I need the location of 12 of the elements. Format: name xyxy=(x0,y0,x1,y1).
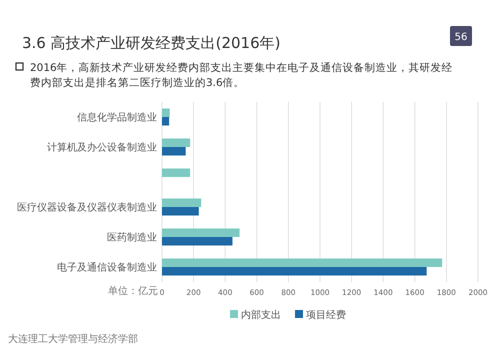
y-tick-label: 医疗仪器设备及仪器仪表制造业 xyxy=(17,202,157,214)
text: 56 xyxy=(454,32,468,43)
title: 3.6 高技术产业研发经费支出(2016年) xyxy=(22,34,281,52)
text: 单位：亿元 xyxy=(108,285,158,297)
y-tick-label: 计算机及办公设备制造业 xyxy=(47,142,157,154)
subtitle: 2016年，高新技术产业研发经费内部支出主要集中在电子及通信设备制造业，其研发经费内部支出是排名第二医疗制造业的3.6倍。 xyxy=(30,62,453,89)
y-tick-label: 电子及通信设备制造业 xyxy=(57,262,157,274)
legend-label: 内部支出 xyxy=(241,309,281,321)
y-tick-label: 信息化学品制造业 xyxy=(77,112,157,124)
y-tick-label: 医药制造业 xyxy=(107,232,157,244)
legend-label: 项目经费 xyxy=(306,309,346,321)
text: 大连理工大学管理与经济学部 xyxy=(8,333,138,345)
